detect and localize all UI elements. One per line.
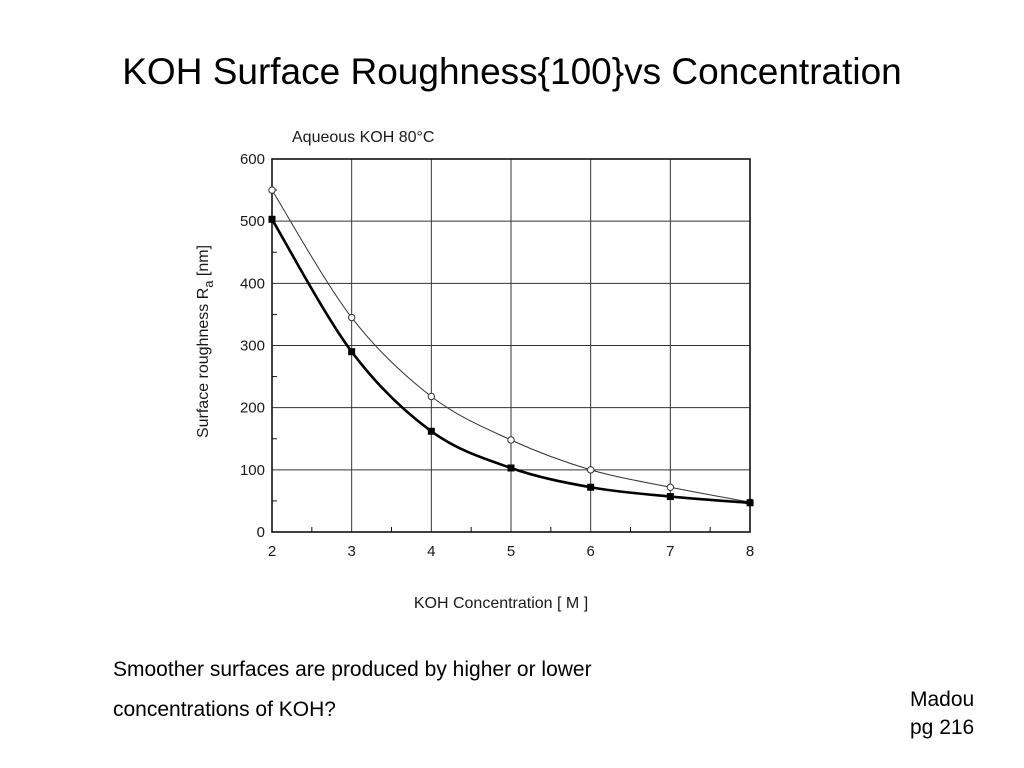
- series-2-point: [348, 348, 356, 356]
- y-tick-label: 600: [240, 151, 265, 168]
- x-tick-label: 4: [427, 543, 435, 560]
- series-1-point: [666, 483, 675, 491]
- x-tick-label: 8: [746, 543, 754, 560]
- roughness-chart: 2 3 4 5 6 7 8 0 100 200 300 400 500 600 Aqueous KOH 80…: [180, 112, 780, 622]
- x-tick-label: 6: [586, 543, 594, 560]
- caption: Smoother surfaces are produced by higher…: [113, 650, 753, 730]
- source-author: Madou: [910, 688, 975, 711]
- source-citation: Madou pg 216: [910, 686, 974, 742]
- y-tick-label: 100: [240, 462, 265, 479]
- x-tick-label: 5: [507, 543, 515, 560]
- x-tick-label: 3: [347, 543, 355, 560]
- series-2-point: [587, 483, 595, 491]
- series-1-point: [427, 392, 436, 401]
- y-axis-label: Surface roughness Ra [nm]: [195, 245, 216, 438]
- series-2-point: [746, 499, 754, 507]
- series-1-point: [268, 186, 276, 194]
- caption-line-1: Smoother surfaces are produced by higher…: [113, 658, 592, 681]
- y-tick-label: 0: [257, 524, 265, 541]
- slide-title: KOH Surface Roughness{100}vs Concentrati…: [122, 51, 902, 92]
- series-1-point: [507, 436, 515, 444]
- plot-frame: [271, 158, 751, 533]
- x-axis-label: KOH Concentration [ M ]: [414, 595, 588, 612]
- series-2-point: [268, 215, 276, 223]
- y-tick-label: 500: [240, 213, 265, 230]
- source-page: pg 216: [910, 716, 975, 739]
- y-tick-label: 300: [240, 338, 265, 355]
- series-2-point: [507, 464, 515, 472]
- caption-line-2: concentrations of KOH?: [113, 698, 336, 721]
- chart-title: Aqueous KOH 80°C: [292, 129, 434, 146]
- series-2-point: [427, 427, 435, 435]
- x-tick-label: 7: [666, 543, 674, 560]
- series-1-point: [586, 466, 595, 474]
- series-2-point: [666, 493, 674, 501]
- y-tick-label: 400: [240, 275, 265, 292]
- series-1-point: [347, 313, 356, 322]
- chart-svg: 2 3 4 5 6 7 8 0 100 200 300 400 500 600 Aqueous KOH 80…: [195, 129, 754, 612]
- y-tick-label: 200: [240, 400, 265, 417]
- x-tick-label: 2: [268, 543, 276, 560]
